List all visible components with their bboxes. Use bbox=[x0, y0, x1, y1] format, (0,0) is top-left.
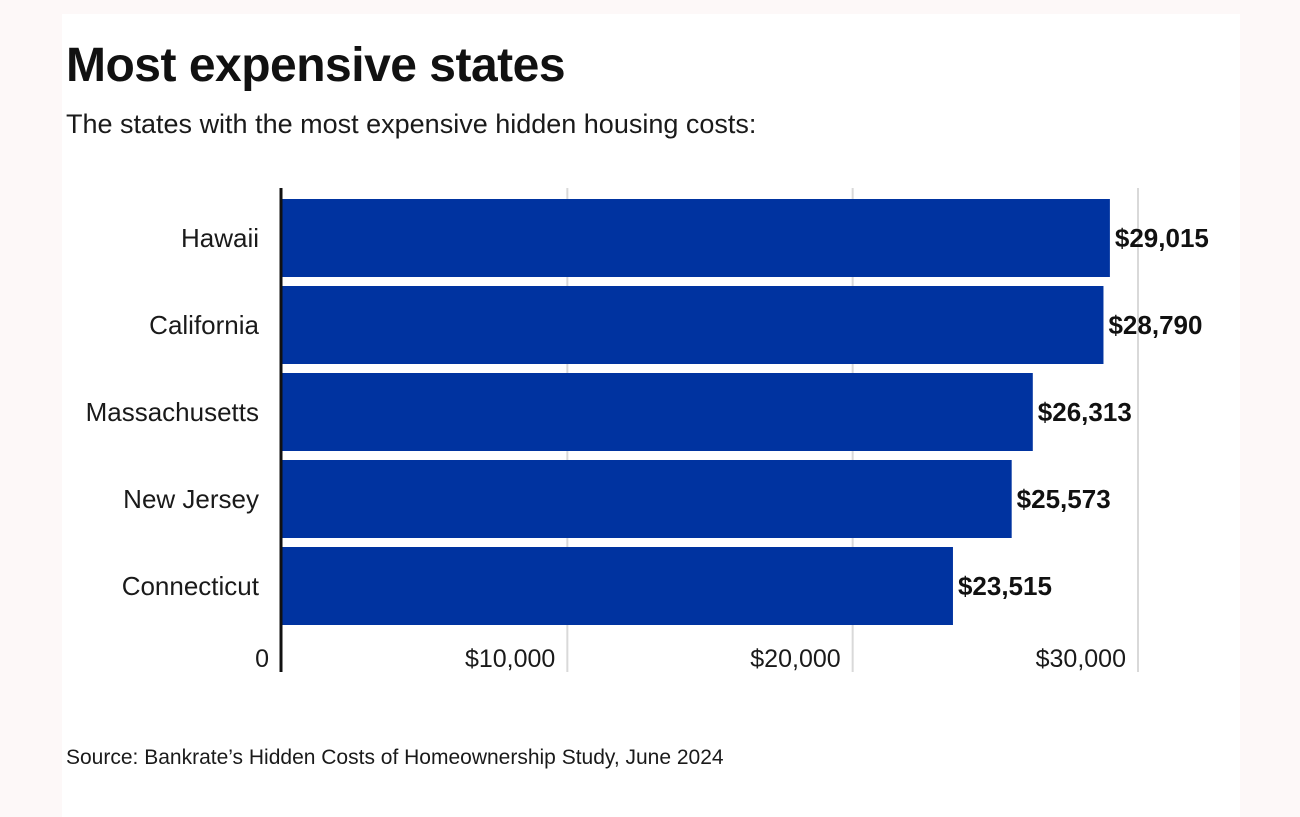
category-label-4: Connecticut bbox=[122, 571, 260, 601]
x-tick-label-0: 0 bbox=[255, 645, 269, 673]
category-label-3: New Jersey bbox=[123, 484, 259, 514]
bar-3 bbox=[282, 460, 1012, 538]
category-label-1: California bbox=[149, 310, 259, 340]
value-label-1: $28,790 bbox=[1108, 310, 1202, 340]
chart-title: Most expensive states bbox=[66, 39, 566, 92]
category-label-0: Hawaii bbox=[181, 223, 259, 253]
x-tick-label-3: $30,000 bbox=[1036, 645, 1126, 673]
value-label-4: $23,515 bbox=[958, 571, 1052, 601]
value-label-3: $25,573 bbox=[1017, 484, 1111, 514]
value-label-0: $29,015 bbox=[1115, 223, 1209, 253]
source-note: Source: Bankrate’s Hidden Costs of Homeo… bbox=[66, 746, 724, 769]
bar-2 bbox=[282, 373, 1033, 451]
category-label-2: Massachusetts bbox=[86, 397, 259, 427]
x-tick-label-2: $20,000 bbox=[750, 645, 840, 673]
bar-0 bbox=[282, 199, 1110, 277]
value-label-2: $26,313 bbox=[1038, 397, 1132, 427]
bar-1 bbox=[282, 286, 1104, 364]
chart-subtitle: The states with the most expensive hidde… bbox=[66, 109, 757, 139]
bar-4 bbox=[282, 547, 953, 625]
x-tick-label-1: $10,000 bbox=[465, 645, 555, 673]
